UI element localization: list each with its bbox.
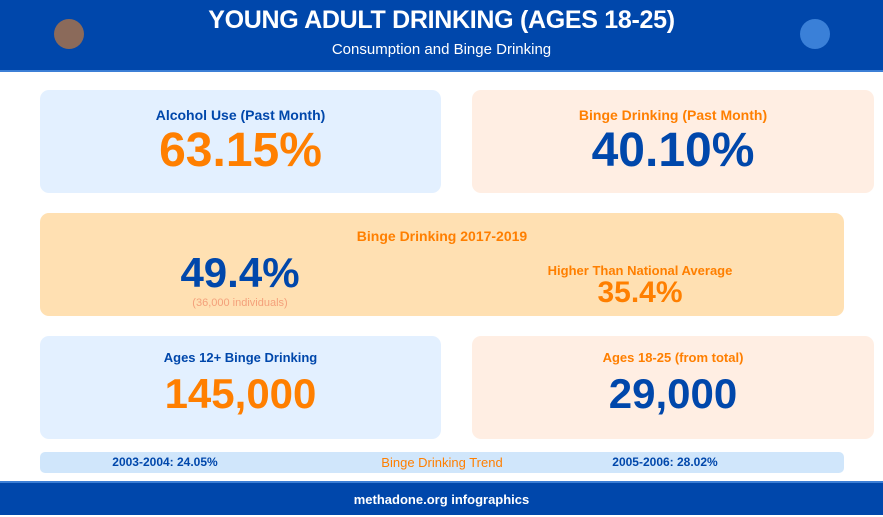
card-note: (36,000 individuals): [192, 297, 288, 309]
comparison-label: Higher Than National Average: [547, 263, 733, 278]
decorative-dot-right: [800, 19, 830, 49]
binge-past-month-card: Binge Drinking (Past Month) 40.10%: [472, 90, 874, 193]
card-label: Alcohol Use (Past Month): [155, 107, 326, 123]
alcohol-use-card: Alcohol Use (Past Month) 63.15%: [40, 90, 441, 193]
page-subtitle: Consumption and Binge Drinking: [331, 41, 552, 58]
card-label: Ages 18-25 (from total): [602, 350, 744, 365]
card-value: 40.10%: [591, 124, 755, 177]
page-title: YOUNG ADULT DRINKING (AGES 18-25): [208, 6, 675, 34]
footer: methadone.org infographics: [0, 481, 883, 515]
ages-18-25-card: Ages 18-25 (from total) 29,000: [472, 336, 874, 439]
card-label: Ages 12+ Binge Drinking: [163, 350, 318, 365]
card-label: Binge Drinking (Past Month): [578, 107, 768, 123]
header: YOUNG ADULT DRINKING (AGES 18-25) Consum…: [0, 0, 883, 72]
trend-title: Binge Drinking Trend: [381, 455, 503, 470]
card-label: Binge Drinking 2017-2019: [356, 228, 528, 244]
binge-2017-2019-card: Binge Drinking 2017-2019 49.4% (36,000 i…: [40, 213, 844, 316]
card-value: 145,000: [164, 370, 317, 417]
trend-left: 2003-2004: 24.05%: [112, 455, 218, 469]
ages-12-binge-card: Ages 12+ Binge Drinking 145,000: [40, 336, 441, 439]
comparison-value: 35.4%: [597, 276, 683, 309]
trend-bar: 2003-2004: 24.05% Binge Drinking Trend 2…: [40, 452, 844, 473]
card-value: 63.15%: [159, 124, 322, 177]
card-value: 29,000: [608, 370, 738, 417]
card-value: 49.4%: [180, 249, 300, 296]
trend-right: 2005-2006: 28.02%: [612, 455, 718, 469]
decorative-dot-left: [54, 19, 84, 49]
